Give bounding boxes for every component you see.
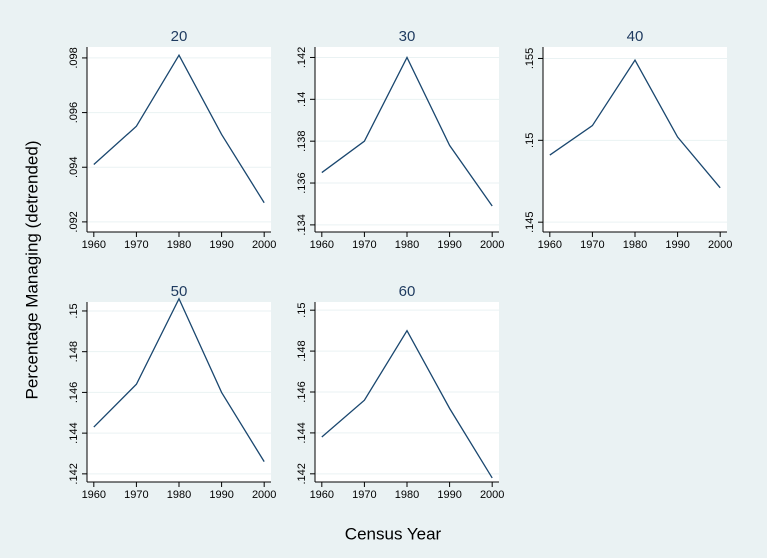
x-tick-label: 1990: [209, 489, 233, 501]
x-tick-label: 1990: [209, 239, 233, 251]
y-tick-label: .142: [296, 463, 308, 484]
x-tick-label: 1970: [580, 239, 604, 251]
x-tick-label: 1960: [82, 489, 106, 501]
x-tick-label: 1990: [665, 239, 689, 251]
x-tick-label: 1970: [124, 239, 148, 251]
panel-title: 30: [399, 28, 416, 45]
panel-title: 60: [399, 283, 416, 300]
x-tick-label: 1970: [124, 489, 148, 501]
x-tick-label: 1960: [538, 239, 562, 251]
x-tick-label: 1970: [352, 489, 376, 501]
y-tick-label: .148: [296, 340, 308, 361]
x-tick-label: 1980: [395, 239, 419, 251]
y-tick-label: .142: [296, 47, 308, 68]
y-tick-label: .094: [68, 157, 80, 178]
x-tick-label: 2000: [480, 239, 504, 251]
y-tick-label: .092: [68, 211, 80, 232]
plot-area: [543, 47, 727, 232]
panel-title: 40: [627, 28, 644, 45]
data-line: [321, 329, 493, 479]
x-tick-label: 1980: [395, 489, 419, 501]
panel-title: 20: [171, 28, 188, 45]
y-tick-label: .096: [68, 102, 80, 123]
y-tick-label: .15: [296, 303, 308, 318]
y-tick-label: .134: [296, 214, 308, 235]
y-tick-label: .15: [524, 133, 536, 148]
x-tick-label: 1960: [310, 239, 334, 251]
x-tick-label: 2000: [252, 489, 276, 501]
y-tick-label: .145: [524, 211, 536, 232]
y-tick-label: .146: [296, 381, 308, 402]
y-tick-label: .144: [296, 422, 308, 443]
x-tick-label: 1960: [310, 489, 334, 501]
y-tick-label: .148: [68, 341, 80, 362]
panel-title: 50: [171, 283, 188, 300]
x-tick-label: 1970: [352, 239, 376, 251]
x-tick-label: 1980: [167, 239, 191, 251]
data-line: [93, 53, 265, 204]
y-tick-label: .142: [68, 463, 80, 484]
x-tick-label: 1990: [437, 489, 461, 501]
plot-area: [87, 47, 271, 232]
y-tick-label: .155: [524, 48, 536, 69]
y-tick-label: .15: [68, 303, 80, 318]
y-tick-label: .138: [296, 130, 308, 151]
y-axis-label: Percentage Managing (detrended): [22, 141, 41, 400]
y-tick-label: .098: [68, 47, 80, 68]
y-tick-label: .14: [296, 92, 308, 107]
y-tick-label: .146: [68, 382, 80, 403]
x-tick-label: 1960: [82, 239, 106, 251]
x-tick-label: 2000: [708, 239, 732, 251]
data-line: [549, 58, 721, 189]
x-tick-label: 2000: [480, 489, 504, 501]
x-tick-label: 1980: [167, 489, 191, 501]
y-tick-label: .144: [68, 422, 80, 443]
data-line: [93, 297, 265, 462]
x-tick-label: 2000: [252, 239, 276, 251]
data-line: [321, 56, 493, 207]
y-tick-label: .136: [296, 172, 308, 193]
x-tick-label: 1990: [437, 239, 461, 251]
x-tick-label: 1980: [623, 239, 647, 251]
x-axis-label: Census Year: [345, 524, 442, 543]
plot-area: [315, 47, 499, 232]
